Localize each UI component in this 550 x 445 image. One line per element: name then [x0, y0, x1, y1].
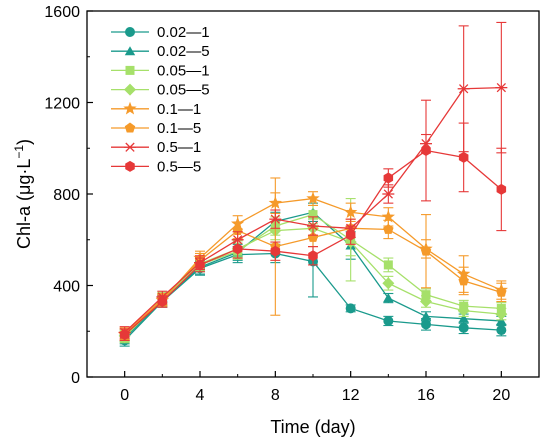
- legend-label: 0.1—5: [157, 120, 201, 137]
- legend-label: 0.5—1: [157, 139, 201, 156]
- legend-label: 0.5—5: [157, 158, 201, 175]
- legend: 0.02—1 0.02—5 0.05—1 0.05—5 0.1—1 0.1—5 0.5—1 0…: [111, 24, 210, 175]
- legend-item: 0.05—1: [111, 62, 210, 79]
- data-point: [270, 245, 281, 257]
- data-point: [345, 229, 356, 241]
- x-tick-label: 20: [492, 387, 510, 404]
- legend-item: 0.1—5: [111, 120, 201, 137]
- x-tick-label: 8: [271, 387, 280, 404]
- data-point: [383, 172, 394, 184]
- marker-stroke: [496, 82, 506, 93]
- legend-marker: [125, 27, 135, 37]
- legend-item: 0.05—5: [111, 82, 210, 99]
- y-tick-label: 1200: [44, 96, 80, 113]
- x-tick-label: 4: [196, 387, 205, 404]
- legend-item: 0.1—1: [111, 101, 201, 118]
- series-layer: [118, 21, 508, 347]
- data-point: [306, 191, 320, 205]
- legend-item: 0.02—1: [111, 24, 210, 41]
- y-tick-label: 0: [71, 370, 80, 387]
- y-axis-title-main: Chl-a (μg·L: [14, 159, 34, 249]
- legend-label: 0.05—5: [157, 82, 210, 99]
- x-axis-title: Time (day): [270, 417, 355, 437]
- data-point: [457, 304, 470, 317]
- legend-marker: [125, 160, 135, 172]
- marker-stroke: [308, 221, 318, 231]
- legend-marker: [124, 83, 136, 96]
- data-point: [496, 325, 507, 336]
- data-point: [382, 189, 395, 199]
- data-point: [420, 245, 432, 256]
- legend-marker: [124, 46, 136, 56]
- series: [119, 99, 507, 341]
- data-point: [495, 82, 508, 93]
- y-tick-label: 400: [53, 279, 80, 296]
- legend-label: 0.02—5: [157, 43, 210, 60]
- data-point: [496, 183, 507, 195]
- legend-item: 0.5—1: [111, 139, 201, 156]
- data-point: [269, 214, 282, 224]
- data-point: [195, 259, 205, 271]
- data-point: [308, 210, 318, 220]
- data-point: [495, 308, 508, 321]
- data-point: [457, 84, 470, 94]
- data-point: [420, 311, 432, 321]
- y-axis-title-end: ): [14, 139, 34, 145]
- data-point: [383, 260, 393, 270]
- legend-label: 0.05—1: [157, 62, 210, 79]
- data-point: [383, 293, 394, 303]
- data-point: [421, 319, 431, 330]
- legend-label: 0.1—1: [157, 101, 201, 118]
- data-point: [157, 296, 168, 308]
- data-point: [345, 303, 356, 314]
- data-point: [119, 329, 130, 341]
- marker-stroke: [383, 189, 393, 199]
- data-point: [382, 277, 395, 290]
- marker-stroke: [125, 142, 135, 152]
- legend-marker: [125, 65, 135, 75]
- data-point: [308, 250, 318, 262]
- y-axis-title-sup: −1: [12, 145, 26, 159]
- y-tick-label: 800: [53, 187, 80, 204]
- legend-item: 0.5—5: [111, 158, 201, 175]
- legend-marker: [124, 122, 136, 133]
- data-point: [458, 322, 469, 333]
- legend-marker: [123, 101, 137, 115]
- data-point: [383, 315, 394, 326]
- data-point: [458, 151, 469, 163]
- data-point: [232, 243, 243, 255]
- data-point: [232, 225, 243, 236]
- data-point: [496, 315, 507, 325]
- data-point: [458, 313, 469, 323]
- y-axis-title: Chl-a (μg·L−1): [12, 139, 34, 249]
- data-point: [344, 205, 358, 218]
- axes: 0 4 8 12 16 20 0 400 800 1200 1600: [44, 4, 540, 404]
- x-tick-label: 16: [417, 387, 435, 404]
- data-point: [307, 231, 319, 242]
- data-point: [458, 275, 469, 286]
- data-point: [383, 223, 394, 234]
- marker-stroke: [270, 214, 280, 224]
- legend-marker: [124, 142, 136, 152]
- data-point: [421, 145, 431, 157]
- legend-item: 0.02—5: [111, 43, 210, 60]
- marker-stroke: [459, 84, 469, 94]
- data-point: [496, 286, 507, 297]
- data-point: [421, 290, 431, 300]
- x-tick-label: 12: [342, 387, 360, 404]
- data-point: [420, 295, 432, 308]
- data-point: [307, 221, 319, 231]
- legend-label: 0.02—1: [157, 24, 210, 41]
- y-tick-label: 1600: [44, 4, 80, 21]
- x-tick-label: 0: [120, 387, 129, 404]
- data-point: [381, 209, 395, 223]
